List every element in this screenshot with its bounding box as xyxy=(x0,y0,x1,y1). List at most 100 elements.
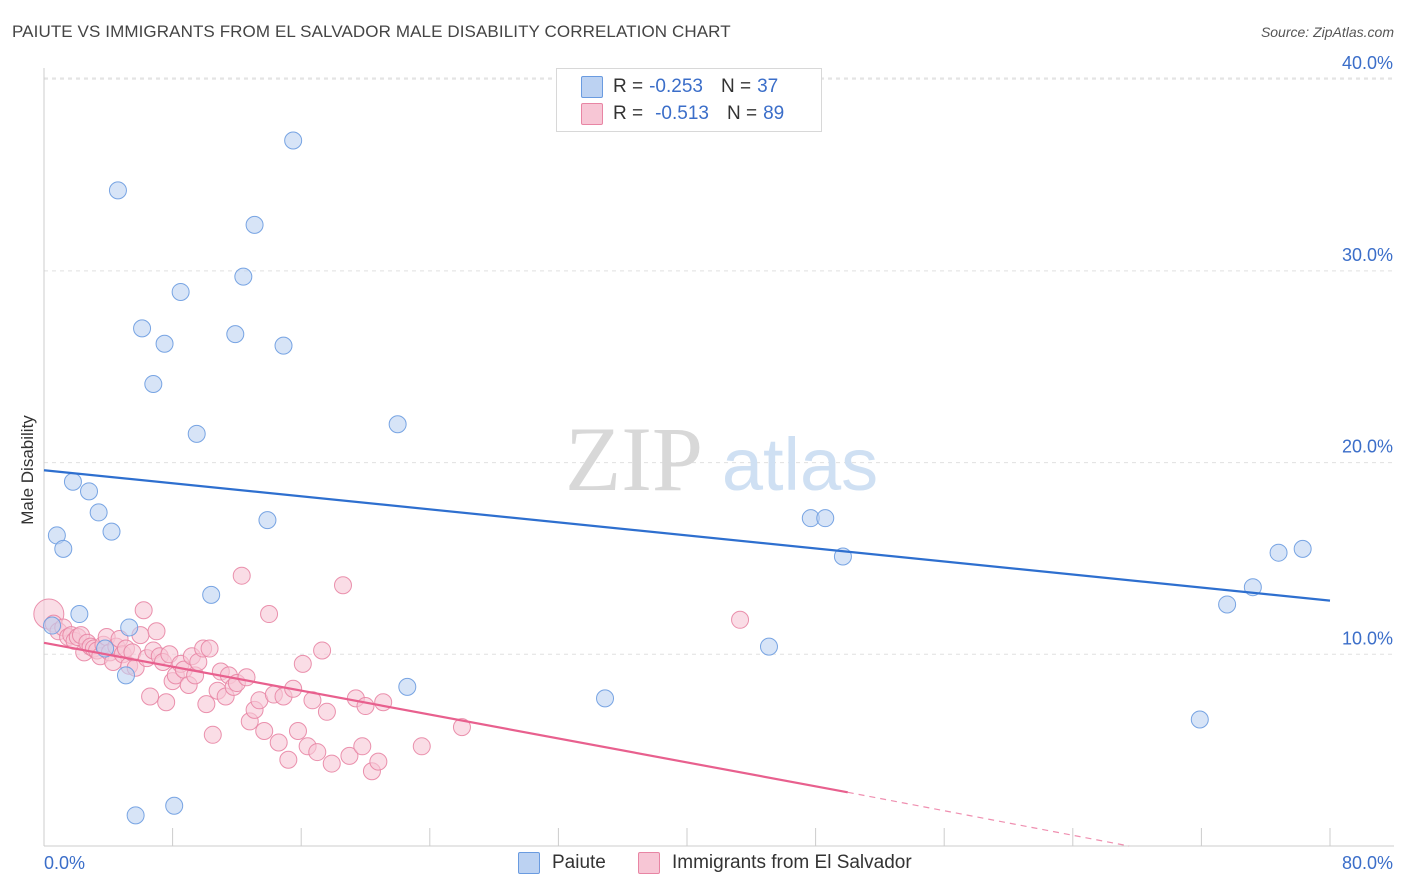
el-salvador-point xyxy=(293,654,312,673)
el-salvador-trend-line xyxy=(43,641,848,794)
legend-r-value: -0.513 xyxy=(655,103,709,124)
legend-row-el-salvador: R = -0.513 N = 89 xyxy=(581,103,784,125)
paiute-point xyxy=(596,689,615,708)
paiute-point xyxy=(226,325,245,344)
el-salvador-point xyxy=(147,622,166,641)
el-salvador-point xyxy=(353,737,372,756)
el-salvador-point xyxy=(141,687,160,706)
y-tick-label: 20.0% xyxy=(1342,437,1393,457)
legend-r-label: R = xyxy=(613,76,644,97)
legend-row-paiute: R = -0.253 N = 37 xyxy=(581,76,778,98)
tick-label-layer: 10.0% 20.0% 30.0% 40.0% 0.0% 80.0% xyxy=(44,53,1393,873)
paiute-point xyxy=(102,522,121,541)
correlation-legend: R = -0.253 N = 37 R = -0.513 N = 89 xyxy=(556,68,822,132)
el-salvador-point xyxy=(333,576,352,595)
legend-n-label: N = xyxy=(726,103,758,124)
paiute-trend-line xyxy=(43,469,1331,602)
paiute-point xyxy=(120,618,139,637)
watermark: ZIP atlas xyxy=(565,408,878,510)
el-salvador-point xyxy=(203,725,222,744)
paiute-point xyxy=(155,334,174,353)
el-salvador-point xyxy=(340,746,359,765)
paiute-point xyxy=(171,282,190,301)
el-salvador-point xyxy=(237,668,256,687)
el-salvador-point xyxy=(288,721,307,740)
el-salvador-point xyxy=(412,737,431,756)
el-salvador-point xyxy=(452,718,471,737)
paiute-point xyxy=(1269,543,1288,562)
paiute-point xyxy=(274,336,293,355)
axis-layer xyxy=(43,68,1394,847)
paiute-point xyxy=(133,319,152,338)
paiute-point xyxy=(187,424,206,443)
watermark-atlas: atlas xyxy=(722,423,878,506)
x-tick-label-min: 0.0% xyxy=(44,853,85,873)
el-salvador-point xyxy=(255,721,274,740)
paiute-point xyxy=(144,374,163,393)
paiute-point xyxy=(759,637,778,656)
legend-swatch-el-salvador xyxy=(581,103,603,125)
legend-r-value: -0.253 xyxy=(649,76,703,97)
paiute-point xyxy=(43,616,62,635)
paiute-point xyxy=(63,472,82,491)
legend-n-label: N = xyxy=(720,76,752,97)
el-salvador-point xyxy=(731,610,750,629)
paiute-point xyxy=(126,806,145,825)
legend-item-el-salvador[interactable]: Immigrants from El Salvador xyxy=(638,852,912,874)
el-salvador-point xyxy=(356,697,375,716)
legend-swatch-paiute xyxy=(581,76,603,98)
legend-n-value: 37 xyxy=(757,76,779,97)
legend-swatch-paiute xyxy=(518,852,540,874)
chart-title: PAIUTE VS IMMIGRANTS FROM EL SALVADOR MA… xyxy=(12,22,731,41)
legend-n-value: 89 xyxy=(763,103,785,124)
paiute-point xyxy=(54,539,73,558)
paiute-point xyxy=(398,677,417,696)
el-salvador-point xyxy=(134,601,153,620)
el-salvador-point xyxy=(269,733,288,752)
paiute-point xyxy=(80,482,99,501)
legend-r-label: R = xyxy=(613,103,644,124)
el-salvador-point xyxy=(260,605,279,624)
y-tick-label: 10.0% xyxy=(1342,628,1393,648)
paiute-point xyxy=(165,796,184,815)
el-salvador-trend-extension xyxy=(847,791,1130,847)
el-salvador-point xyxy=(200,639,219,658)
paiute-point xyxy=(388,415,407,434)
el-salvador-point xyxy=(313,641,332,660)
paiute-point xyxy=(116,666,135,685)
paiute-point xyxy=(1218,595,1237,614)
el-salvador-point xyxy=(308,743,327,762)
el-salvador-point xyxy=(232,566,251,585)
y-tick-label: 40.0% xyxy=(1342,53,1393,73)
el-salvador-point xyxy=(374,693,393,712)
paiute-point xyxy=(245,215,264,234)
el-salvador-point xyxy=(157,693,176,712)
legend-label-el-salvador: Immigrants from El Salvador xyxy=(672,852,912,873)
el-salvador-point xyxy=(279,750,298,769)
paiute-point xyxy=(1190,710,1209,729)
y-axis-label: Male Disability xyxy=(18,415,37,525)
legend-swatch-el-salvador xyxy=(638,852,660,874)
series-legend: Paiute Immigrants from El Salvador xyxy=(0,852,1406,878)
paiute-point xyxy=(284,131,303,150)
paiute-point xyxy=(234,267,253,286)
paiute-point xyxy=(89,503,108,522)
el-salvador-point xyxy=(317,702,336,721)
el-salvador-point xyxy=(197,695,216,714)
x-tick-label-max: 80.0% xyxy=(1342,853,1393,873)
chart-source: Source: ZipAtlas.com xyxy=(1260,24,1394,40)
el-salvador-point xyxy=(322,754,341,773)
paiute-point xyxy=(202,585,221,604)
trend-layer xyxy=(43,469,1331,847)
paiute-point xyxy=(108,181,127,200)
grid-layer xyxy=(44,77,1394,655)
y-tick-label: 30.0% xyxy=(1342,245,1393,265)
paiute-point xyxy=(1293,539,1312,558)
watermark-zip: ZIP xyxy=(565,408,703,510)
legend-label-paiute: Paiute xyxy=(552,852,606,873)
paiute-point xyxy=(70,605,89,624)
legend-item-paiute[interactable]: Paiute xyxy=(518,852,606,874)
paiute-point xyxy=(258,511,277,530)
el-salvador-point xyxy=(369,752,388,771)
